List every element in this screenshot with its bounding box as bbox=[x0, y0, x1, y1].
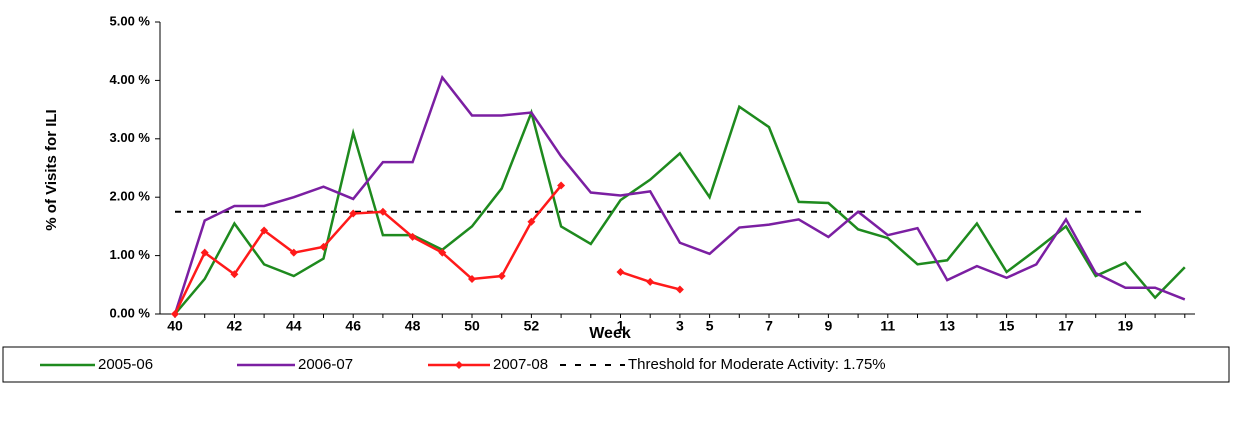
y-tick-label: 1.00 % bbox=[110, 247, 151, 262]
series-marker bbox=[200, 248, 209, 257]
legend-marker bbox=[455, 361, 463, 369]
x-tick-label: 46 bbox=[345, 318, 361, 334]
series-marker bbox=[468, 274, 476, 283]
y-tick-label: 0.00 % bbox=[110, 305, 151, 320]
series-marker bbox=[260, 226, 269, 235]
y-axis-label: % of Visits for ILI bbox=[43, 109, 60, 230]
series-marker bbox=[230, 270, 239, 279]
series-marker bbox=[408, 232, 417, 241]
legend-label: 2005-06 bbox=[98, 356, 153, 373]
series-marker bbox=[349, 209, 358, 218]
series-marker bbox=[616, 267, 625, 276]
legend-label: 2006-07 bbox=[298, 356, 353, 373]
x-tick-label: 48 bbox=[405, 318, 421, 334]
y-tick-label: 2.00 % bbox=[110, 189, 151, 204]
x-tick-label: 40 bbox=[167, 318, 183, 334]
y-tick-label: 3.00 % bbox=[110, 130, 151, 145]
x-tick-label: 42 bbox=[227, 318, 243, 334]
x-tick-label: 15 bbox=[999, 318, 1015, 334]
x-tick-label: 19 bbox=[1118, 318, 1134, 334]
series-marker bbox=[646, 277, 655, 286]
x-tick-label: 50 bbox=[464, 318, 480, 334]
x-tick-label: 5 bbox=[706, 318, 714, 334]
x-tick-label: 9 bbox=[825, 318, 833, 334]
x-tick-label: 11 bbox=[880, 318, 895, 334]
x-tick-label: 7 bbox=[765, 318, 773, 334]
series-marker bbox=[497, 272, 506, 281]
series-marker bbox=[527, 217, 536, 226]
series-marker bbox=[378, 207, 387, 216]
legend-label: Threshold for Moderate Activity: 1.75% bbox=[628, 356, 886, 373]
series-line bbox=[173, 184, 563, 315]
series-marker bbox=[289, 248, 298, 257]
x-tick-label: 52 bbox=[524, 318, 540, 334]
series-line bbox=[174, 104, 1186, 315]
legend-label: 2007-08 bbox=[493, 356, 548, 373]
series-marker bbox=[319, 242, 328, 251]
series-marker bbox=[675, 285, 684, 294]
x-tick-label: 3 bbox=[676, 318, 684, 334]
y-tick-label: 5.00 % bbox=[110, 13, 151, 28]
x-axis-label: Week bbox=[589, 325, 631, 342]
series-marker bbox=[171, 310, 179, 318]
series-marker bbox=[557, 181, 566, 190]
legend-box bbox=[2, 346, 1230, 383]
series-marker bbox=[438, 248, 447, 257]
x-tick-label: 44 bbox=[286, 318, 302, 334]
y-tick-label: 4.00 % bbox=[110, 72, 151, 87]
series-line bbox=[173, 74, 1186, 315]
x-tick-label: 13 bbox=[939, 318, 955, 334]
x-tick-label: 17 bbox=[1058, 318, 1074, 334]
x-tick-label: 1 bbox=[617, 318, 625, 334]
